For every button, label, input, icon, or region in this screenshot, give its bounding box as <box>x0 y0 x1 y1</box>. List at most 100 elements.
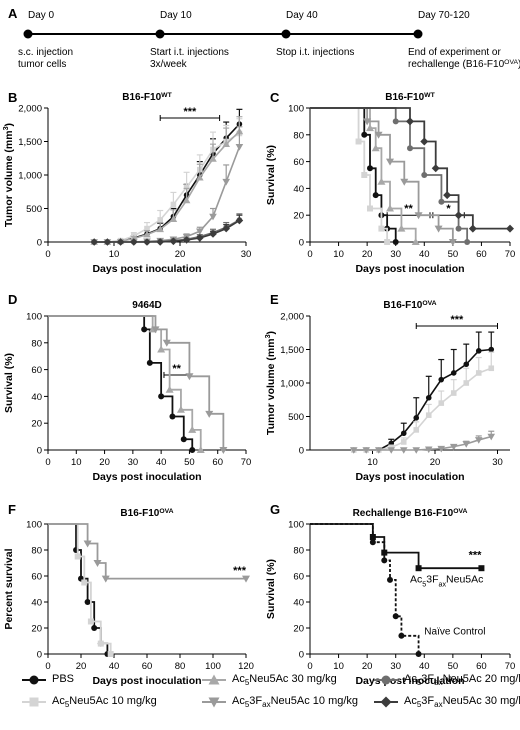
timeline-desc-line: Start i.t. injections <box>150 47 229 58</box>
x-tick-label: 0 <box>307 249 312 260</box>
survival-point-neu30 <box>188 425 197 433</box>
legend-marker-pbs <box>22 675 46 685</box>
data-point-f10 <box>349 447 358 454</box>
x-tick-label: 20 <box>362 249 373 260</box>
timeline-desc-line: rechallenge (B16-F10OVA) <box>408 59 520 71</box>
chart-panel-g: G Rechallenge B16-F10OVA 0 10 20 30 40 50 60 70 0 2… <box>265 502 515 687</box>
significance-label: ** <box>404 203 413 215</box>
data-point-f30 <box>143 238 151 246</box>
data-point-f10 <box>222 178 230 186</box>
y-tick-label: 2,000 <box>280 312 304 323</box>
data-point-neu30 <box>209 155 217 162</box>
x-tick-label: 70 <box>241 457 252 468</box>
y-axis-label: Percent survival <box>3 548 15 629</box>
y-tick-label: 80 <box>31 338 42 349</box>
survival-curve-pbs <box>48 315 194 450</box>
survival-point-neu10 <box>361 172 368 178</box>
survival-point-pbs <box>189 447 196 453</box>
survival-curve-pbs <box>310 107 397 242</box>
x-tick-label: 0 <box>45 661 50 672</box>
survival-point-neu30 <box>366 124 374 132</box>
data-point-f10 <box>196 228 204 236</box>
survival-point-pbs <box>367 165 373 172</box>
data-point-f30 <box>196 234 204 242</box>
data-point-f10 <box>424 446 433 454</box>
survival-point-f30 <box>506 224 514 233</box>
chart-title: 9464D <box>132 300 161 311</box>
panel-label-e: E <box>270 292 279 307</box>
data-point-f30 <box>90 238 98 246</box>
y-tick-label: 1,000 <box>280 379 304 390</box>
x-tick-label: 40 <box>419 661 430 672</box>
annotation-naive-control: Naïve Control <box>424 627 485 638</box>
survival-point-pbs <box>392 239 399 245</box>
series-pbs <box>350 331 495 453</box>
x-tick-label: 120 <box>238 661 254 672</box>
y-tick-label: 20 <box>31 624 42 635</box>
data-point-f10 <box>374 447 383 454</box>
data-point-pbs <box>413 415 420 421</box>
legend-label-pbs: PBS <box>52 673 75 685</box>
data-point-f10 <box>462 441 471 448</box>
data-point-f10 <box>437 445 446 453</box>
growth-line-f10 <box>353 435 492 451</box>
y-tick-label: 20 <box>293 211 304 222</box>
y-tick-label: 20 <box>31 419 42 430</box>
survival-curve-neu10 <box>48 523 112 654</box>
data-point-f10 <box>474 437 483 444</box>
x-tick-label: 20 <box>76 661 87 672</box>
data-point-f30 <box>182 236 191 244</box>
survival-point-neu30 <box>371 144 380 152</box>
x-tick-label: 70 <box>505 661 516 672</box>
y-tick-label: 40 <box>31 392 42 403</box>
legend-marker-f20 <box>374 675 398 685</box>
survival-point-pbs <box>169 413 176 420</box>
survival-point-f10 <box>415 565 422 572</box>
data-point-f30 <box>209 230 217 238</box>
data-point-neu30 <box>156 225 164 233</box>
chart-panel-c: C B16-F10WT 0 10 20 30 40 50 60 70 0 20 40 60 80 100 Day… <box>265 90 515 275</box>
legend-label-neu30: Ac5Neu5Ac 30 mg/kg <box>232 673 337 688</box>
legend-marker-neu30 <box>202 674 226 685</box>
survival-point-f30 <box>468 224 477 233</box>
panel-label-f: F <box>8 502 16 517</box>
growth-line-pbs <box>353 348 492 451</box>
survival-point-f30 <box>420 137 429 146</box>
x-axis-label: Days post inoculation <box>355 263 464 275</box>
series-neu10 <box>310 107 391 245</box>
survival-point-neu10 <box>74 553 81 560</box>
y-tick-label: 2,000 <box>18 104 42 115</box>
y-tick-label: 100 <box>26 312 42 323</box>
y-axis-label: Tumor volume (mm3) <box>2 123 15 227</box>
data-point-f10 <box>362 447 371 454</box>
data-point-neu10 <box>144 225 150 232</box>
series-f10 <box>310 523 485 572</box>
y-tick-label: 100 <box>288 104 304 115</box>
annotation-treated: Ac53FaxNeu5Ac <box>410 574 483 589</box>
legend-label-f30: Ac53FaxNeu5Ac 30 mg/kg <box>404 695 520 710</box>
data-point-f10 <box>387 447 396 454</box>
series-neu30 <box>90 116 244 245</box>
survival-point-neu10 <box>97 640 104 647</box>
survival-point-neu10 <box>81 579 88 586</box>
x-tick-label: 20 <box>99 457 110 468</box>
significance-label: *** <box>450 314 464 326</box>
data-point-f30 <box>235 216 244 225</box>
y-tick-label: 500 <box>26 204 42 215</box>
survival-point-pbs <box>84 599 91 605</box>
timeline-desc-line: s.c. injection <box>18 47 73 58</box>
x-axis-label: Days post inoculation <box>355 471 464 483</box>
survival-point-neu10 <box>107 651 114 657</box>
x-tick-label: 30 <box>390 249 401 260</box>
survival-point-f10 <box>434 225 443 233</box>
series-pbs <box>310 107 399 245</box>
legend-label-neu10: Ac5Neu5Ac 10 mg/kg <box>52 695 157 710</box>
timeline-day-label: Day 40 <box>286 10 318 21</box>
survival-point-neu10 <box>355 138 362 145</box>
y-tick-label: 0 <box>37 446 42 457</box>
survival-point-f30 <box>454 211 463 220</box>
y-tick-label: 1,500 <box>18 137 42 148</box>
survival-curve-f10 <box>48 315 225 450</box>
legend-symbol-neu10 <box>29 697 39 707</box>
